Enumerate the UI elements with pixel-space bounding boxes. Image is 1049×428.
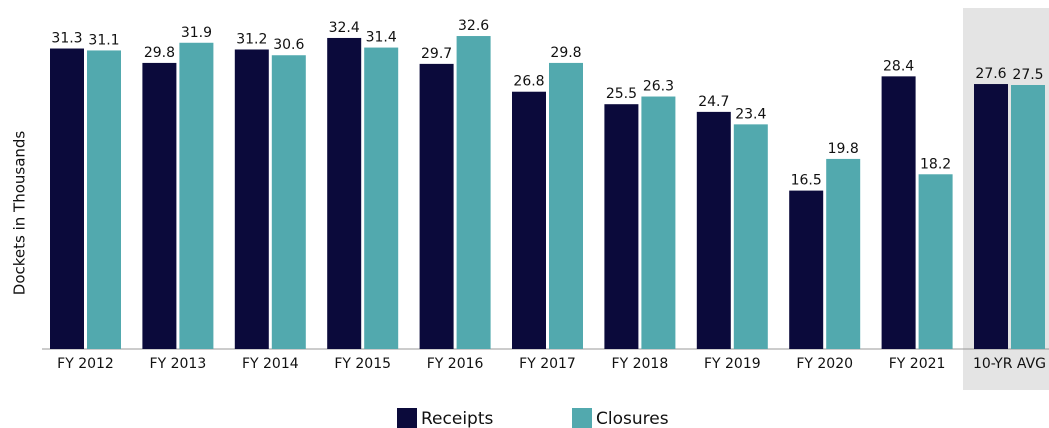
bar — [881, 76, 916, 350]
bar — [1011, 85, 1045, 349]
bar — [974, 84, 1008, 349]
legend-swatch — [397, 408, 417, 428]
data-label: 31.3 — [51, 31, 82, 47]
data-label: 31.1 — [88, 32, 119, 48]
bar — [604, 104, 639, 349]
bar — [271, 55, 306, 350]
legend-swatch — [572, 408, 592, 428]
data-label: 23.4 — [735, 106, 766, 122]
x-tick-label: FY 2012 — [57, 356, 114, 372]
data-label: 31.4 — [366, 30, 397, 46]
data-label: 18.2 — [920, 156, 951, 172]
y-axis-label: Dockets in Thousands — [11, 131, 29, 296]
data-label: 24.7 — [698, 94, 729, 110]
data-label: 26.8 — [513, 74, 544, 90]
data-label: 30.6 — [273, 37, 304, 53]
x-tick-label: 10-YR AVG — [973, 356, 1046, 372]
x-tick-label: FY 2018 — [612, 356, 669, 372]
data-label: 19.8 — [828, 141, 859, 157]
bar — [142, 62, 177, 350]
legend-label: Closures — [596, 409, 669, 428]
bar — [50, 48, 84, 350]
data-label: 25.5 — [606, 86, 637, 102]
data-label: 32.6 — [458, 18, 489, 34]
bar — [918, 174, 953, 349]
data-label: 29.8 — [550, 45, 581, 61]
data-label: 32.4 — [329, 20, 360, 36]
data-label: 29.7 — [421, 46, 452, 62]
data-label: 29.8 — [144, 45, 175, 61]
x-tick-label: FY 2013 — [150, 356, 207, 372]
legend-label: Receipts — [421, 409, 493, 428]
bar — [826, 158, 861, 349]
x-tick-label: FY 2015 — [334, 356, 391, 372]
bar — [549, 62, 583, 350]
x-tick-label: FY 2019 — [704, 356, 761, 372]
bar — [364, 47, 399, 350]
bar — [696, 111, 731, 349]
x-tick-label: FY 2017 — [519, 356, 576, 372]
data-label: 26.3 — [643, 79, 674, 95]
bar — [641, 96, 676, 350]
bar — [87, 50, 121, 349]
bar — [234, 49, 269, 349]
bar — [419, 63, 454, 349]
bar — [512, 91, 546, 349]
bar — [789, 190, 824, 349]
data-label: 27.6 — [975, 66, 1006, 82]
data-label: 28.4 — [883, 58, 914, 74]
data-label: 31.2 — [236, 31, 267, 47]
x-tick-label: FY 2016 — [427, 356, 484, 372]
data-label: 16.5 — [791, 173, 822, 189]
bar — [327, 37, 362, 350]
bar — [456, 36, 491, 349]
x-tick-label: FY 2021 — [889, 356, 946, 372]
bar — [179, 42, 214, 349]
data-label: 31.9 — [181, 25, 212, 41]
bar — [733, 124, 768, 349]
x-tick-label: FY 2014 — [242, 356, 299, 372]
data-label: 27.5 — [1012, 67, 1043, 83]
x-tick-label: FY 2020 — [796, 356, 853, 372]
